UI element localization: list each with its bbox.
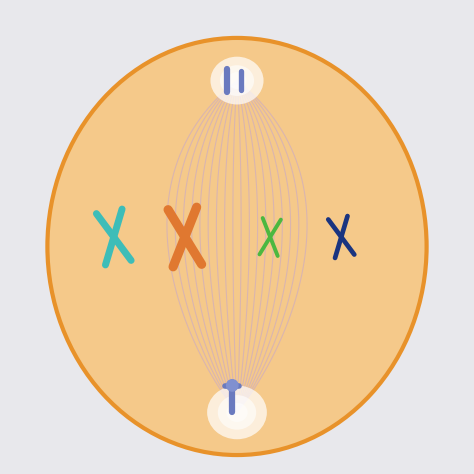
Ellipse shape bbox=[228, 72, 246, 89]
Circle shape bbox=[227, 380, 238, 391]
Ellipse shape bbox=[207, 385, 267, 439]
Ellipse shape bbox=[220, 65, 254, 96]
Ellipse shape bbox=[210, 57, 264, 104]
Ellipse shape bbox=[47, 38, 427, 455]
Ellipse shape bbox=[218, 395, 256, 429]
Ellipse shape bbox=[227, 403, 247, 422]
